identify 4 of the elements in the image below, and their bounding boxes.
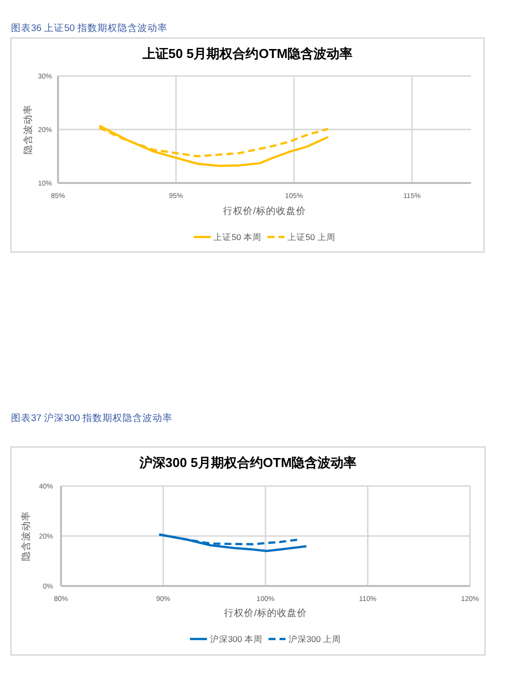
title: 沪深300 5月期权合约OTM隐含波动率 [139, 455, 357, 470]
title: 上证50 5月期权合约OTM隐含波动率 [142, 46, 353, 61]
caption: 图表36 上证50 指数期权隐含波动率 [11, 23, 168, 34]
caption: 图表37 沪深300 指数期权隐含波动率 [11, 413, 173, 424]
